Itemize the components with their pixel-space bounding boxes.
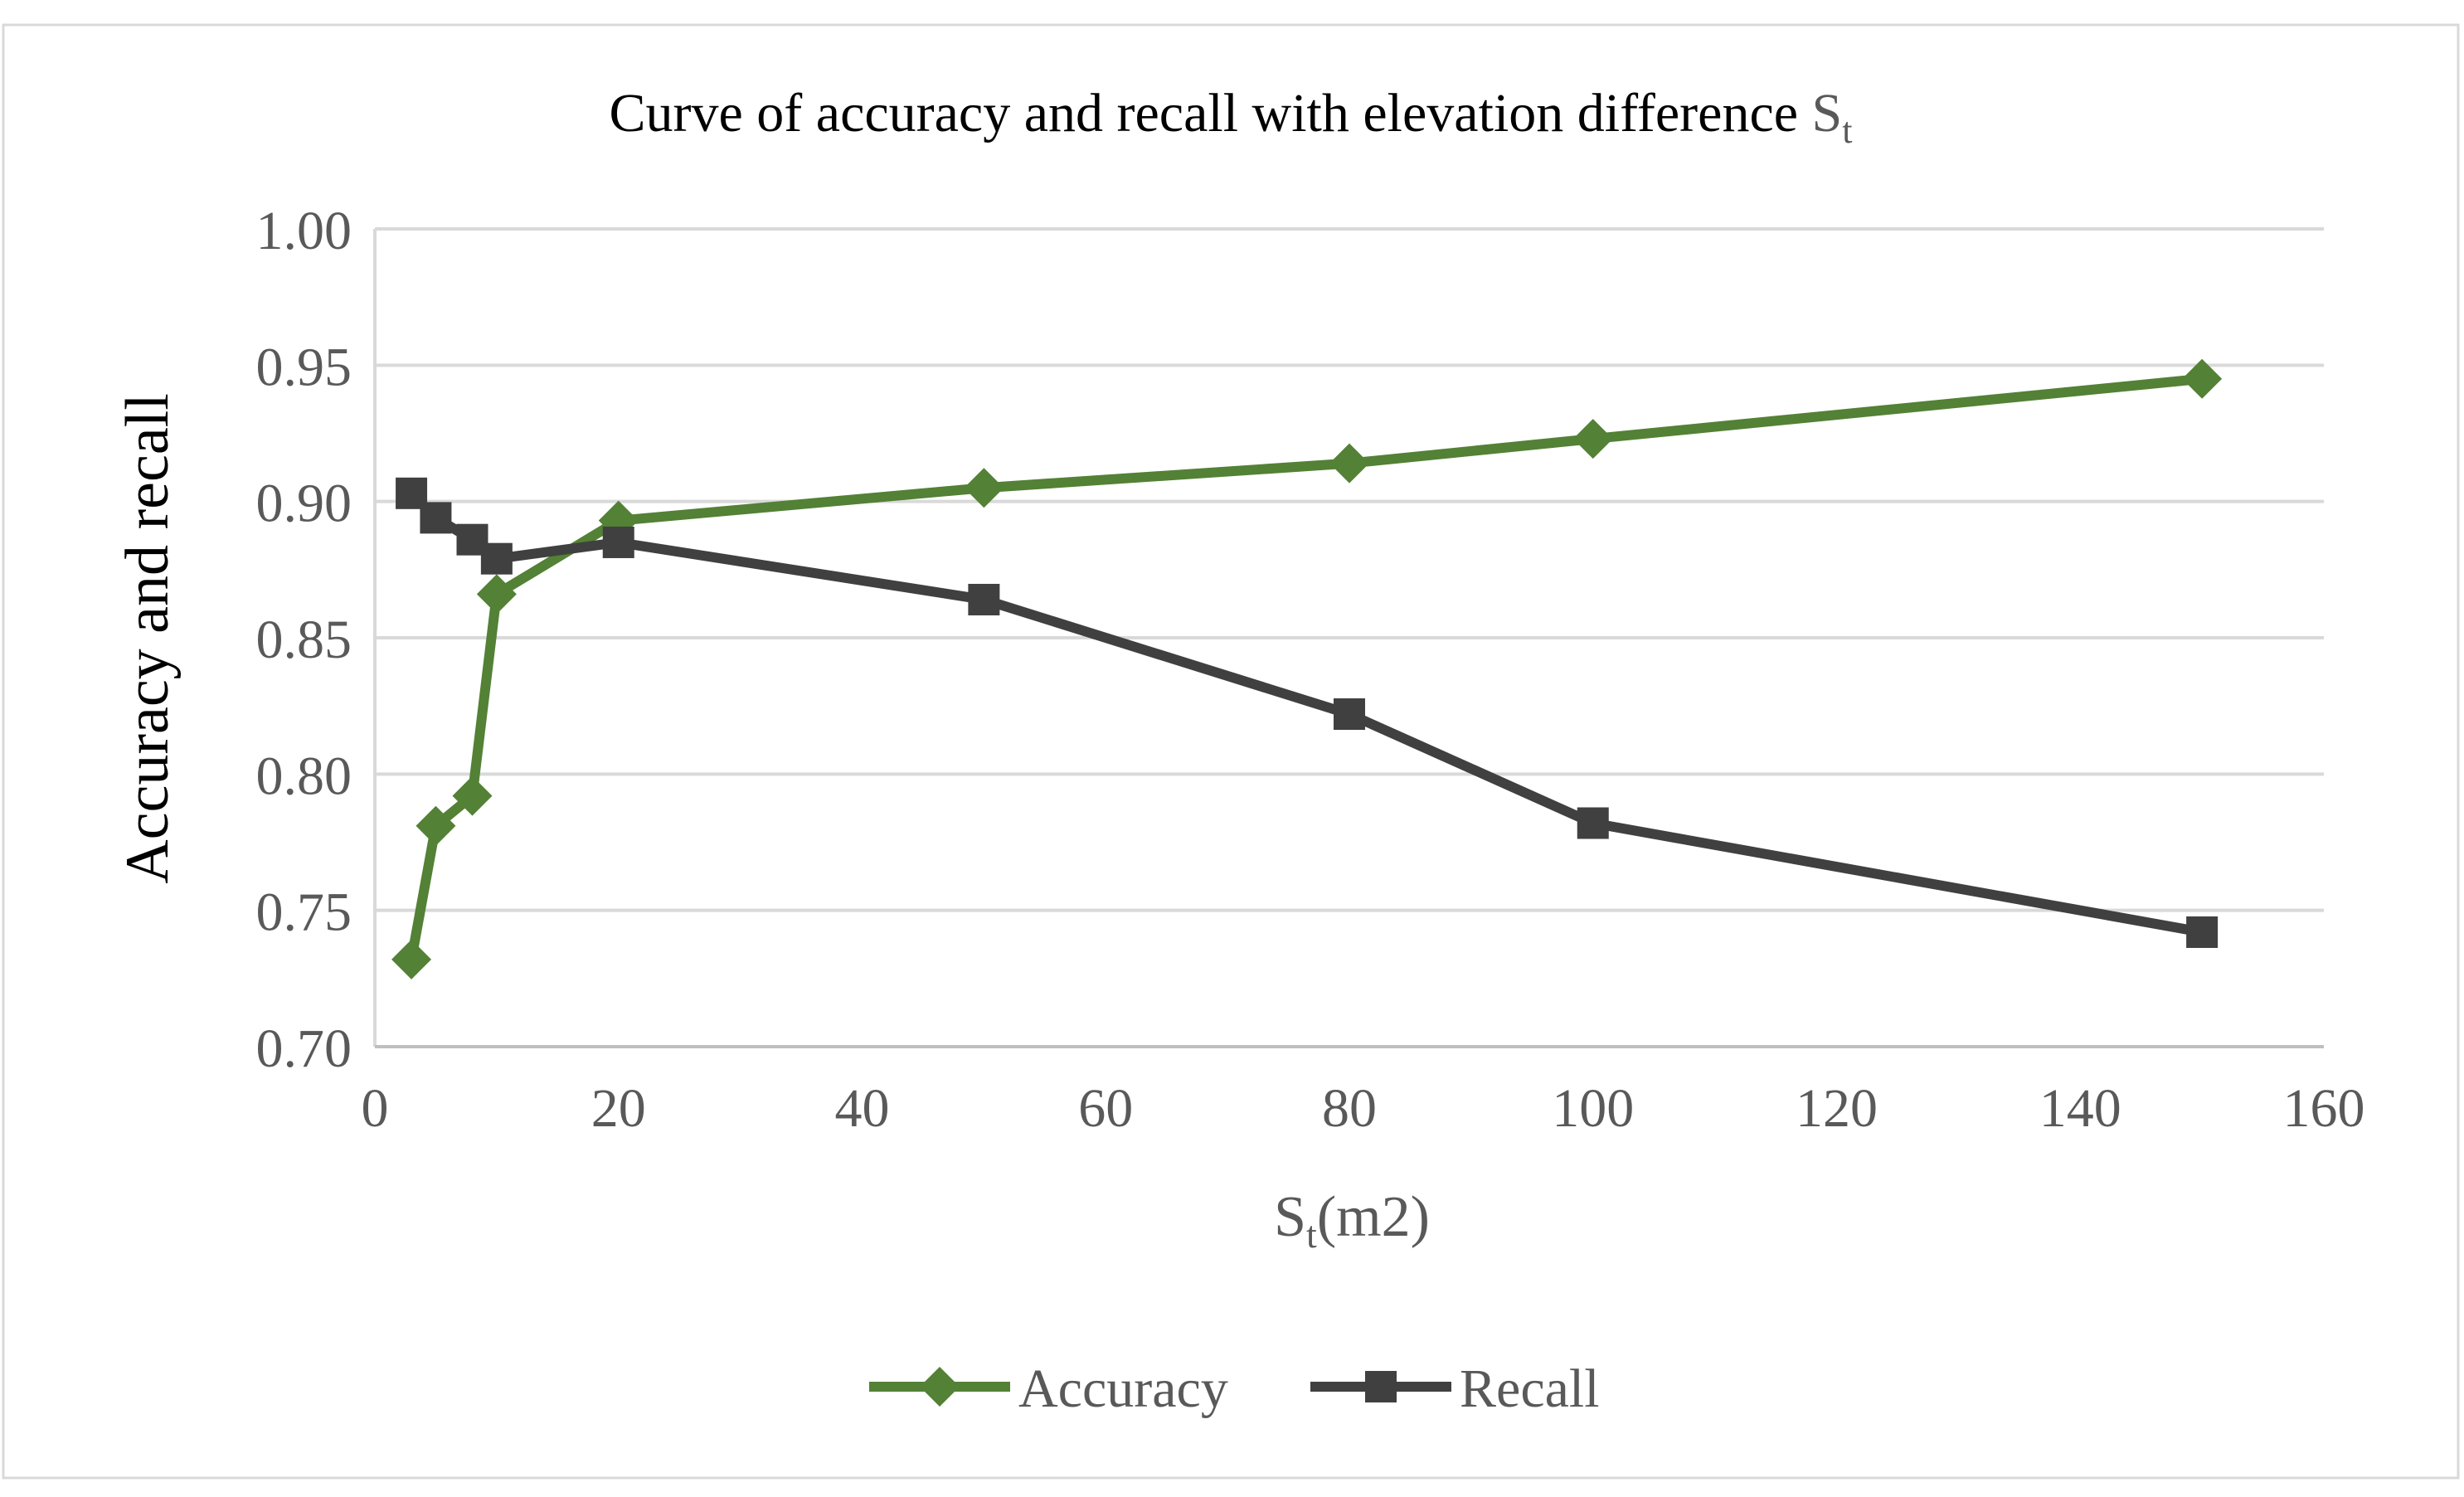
x-axis-label: St(m2) <box>1274 1185 1430 1256</box>
y-tick-label: 0.95 <box>256 337 352 397</box>
recall-point <box>480 542 513 575</box>
accuracy-point <box>452 775 493 816</box>
legend: Accuracy Recall <box>869 1358 1600 1419</box>
x-axis-label-symbol: S <box>1274 1185 1306 1249</box>
legend-recall-marker <box>1365 1371 1397 1402</box>
y-tick-label: 0.80 <box>256 746 352 806</box>
accuracy-point <box>2182 358 2223 399</box>
chart-border <box>2 23 2460 1480</box>
accuracy-point <box>964 468 1004 508</box>
chart-title-symbol: S <box>1812 83 1843 143</box>
x-tick-label: 40 <box>835 1078 890 1139</box>
x-tick-label: 160 <box>2283 1078 2365 1139</box>
y-tick-label: 0.70 <box>256 1018 352 1079</box>
y-tick-label: 0.90 <box>256 474 352 534</box>
y-tick-label: 1.00 <box>256 201 352 261</box>
x-tick-label: 100 <box>1552 1078 1634 1139</box>
x-tick-label: 20 <box>591 1078 646 1139</box>
x-tick-label: 80 <box>1322 1078 1377 1139</box>
series-markers <box>391 358 2223 979</box>
x-tick-labels: 0 20 40 60 80 100 120 140 160 <box>362 1078 2365 1139</box>
chart-title: Curve of accuracy and recall with elevat… <box>610 83 1853 151</box>
legend-accuracy-marker <box>920 1367 960 1407</box>
accuracy-point <box>391 939 432 979</box>
x-tick-label: 0 <box>362 1078 389 1139</box>
y-tick-labels: 0.70 0.75 0.80 0.85 0.90 0.95 1.00 <box>256 201 352 1079</box>
recall-point <box>968 583 1000 615</box>
accuracy-point <box>476 574 517 615</box>
x-axis-label-suffix: (m2) <box>1317 1185 1430 1249</box>
recall-point <box>1577 807 1609 839</box>
y-tick-label: 0.75 <box>256 882 352 943</box>
x-tick-label: 60 <box>1078 1078 1133 1139</box>
y-axis-label: Accuracy and recall <box>114 393 182 884</box>
accuracy-point <box>1329 443 1369 484</box>
recall-point <box>602 526 634 558</box>
gridlines <box>375 227 2324 912</box>
x-axis-label-subscript: t <box>1306 1213 1317 1256</box>
accuracy-point <box>416 805 456 846</box>
legend-recall-label: Recall <box>1460 1358 1600 1419</box>
legend-accuracy-label: Accuracy <box>1018 1358 1228 1419</box>
recall-point <box>1334 698 1365 731</box>
recall-point <box>420 502 452 534</box>
x-tick-label: 120 <box>1796 1078 1878 1139</box>
chart-title-subscript: t <box>1842 110 1852 151</box>
x-tick-label: 140 <box>2039 1078 2121 1139</box>
recall-point <box>2186 916 2219 948</box>
axes <box>373 229 2324 1048</box>
y-tick-label: 0.85 <box>256 610 352 670</box>
accuracy-point <box>1572 419 1613 459</box>
